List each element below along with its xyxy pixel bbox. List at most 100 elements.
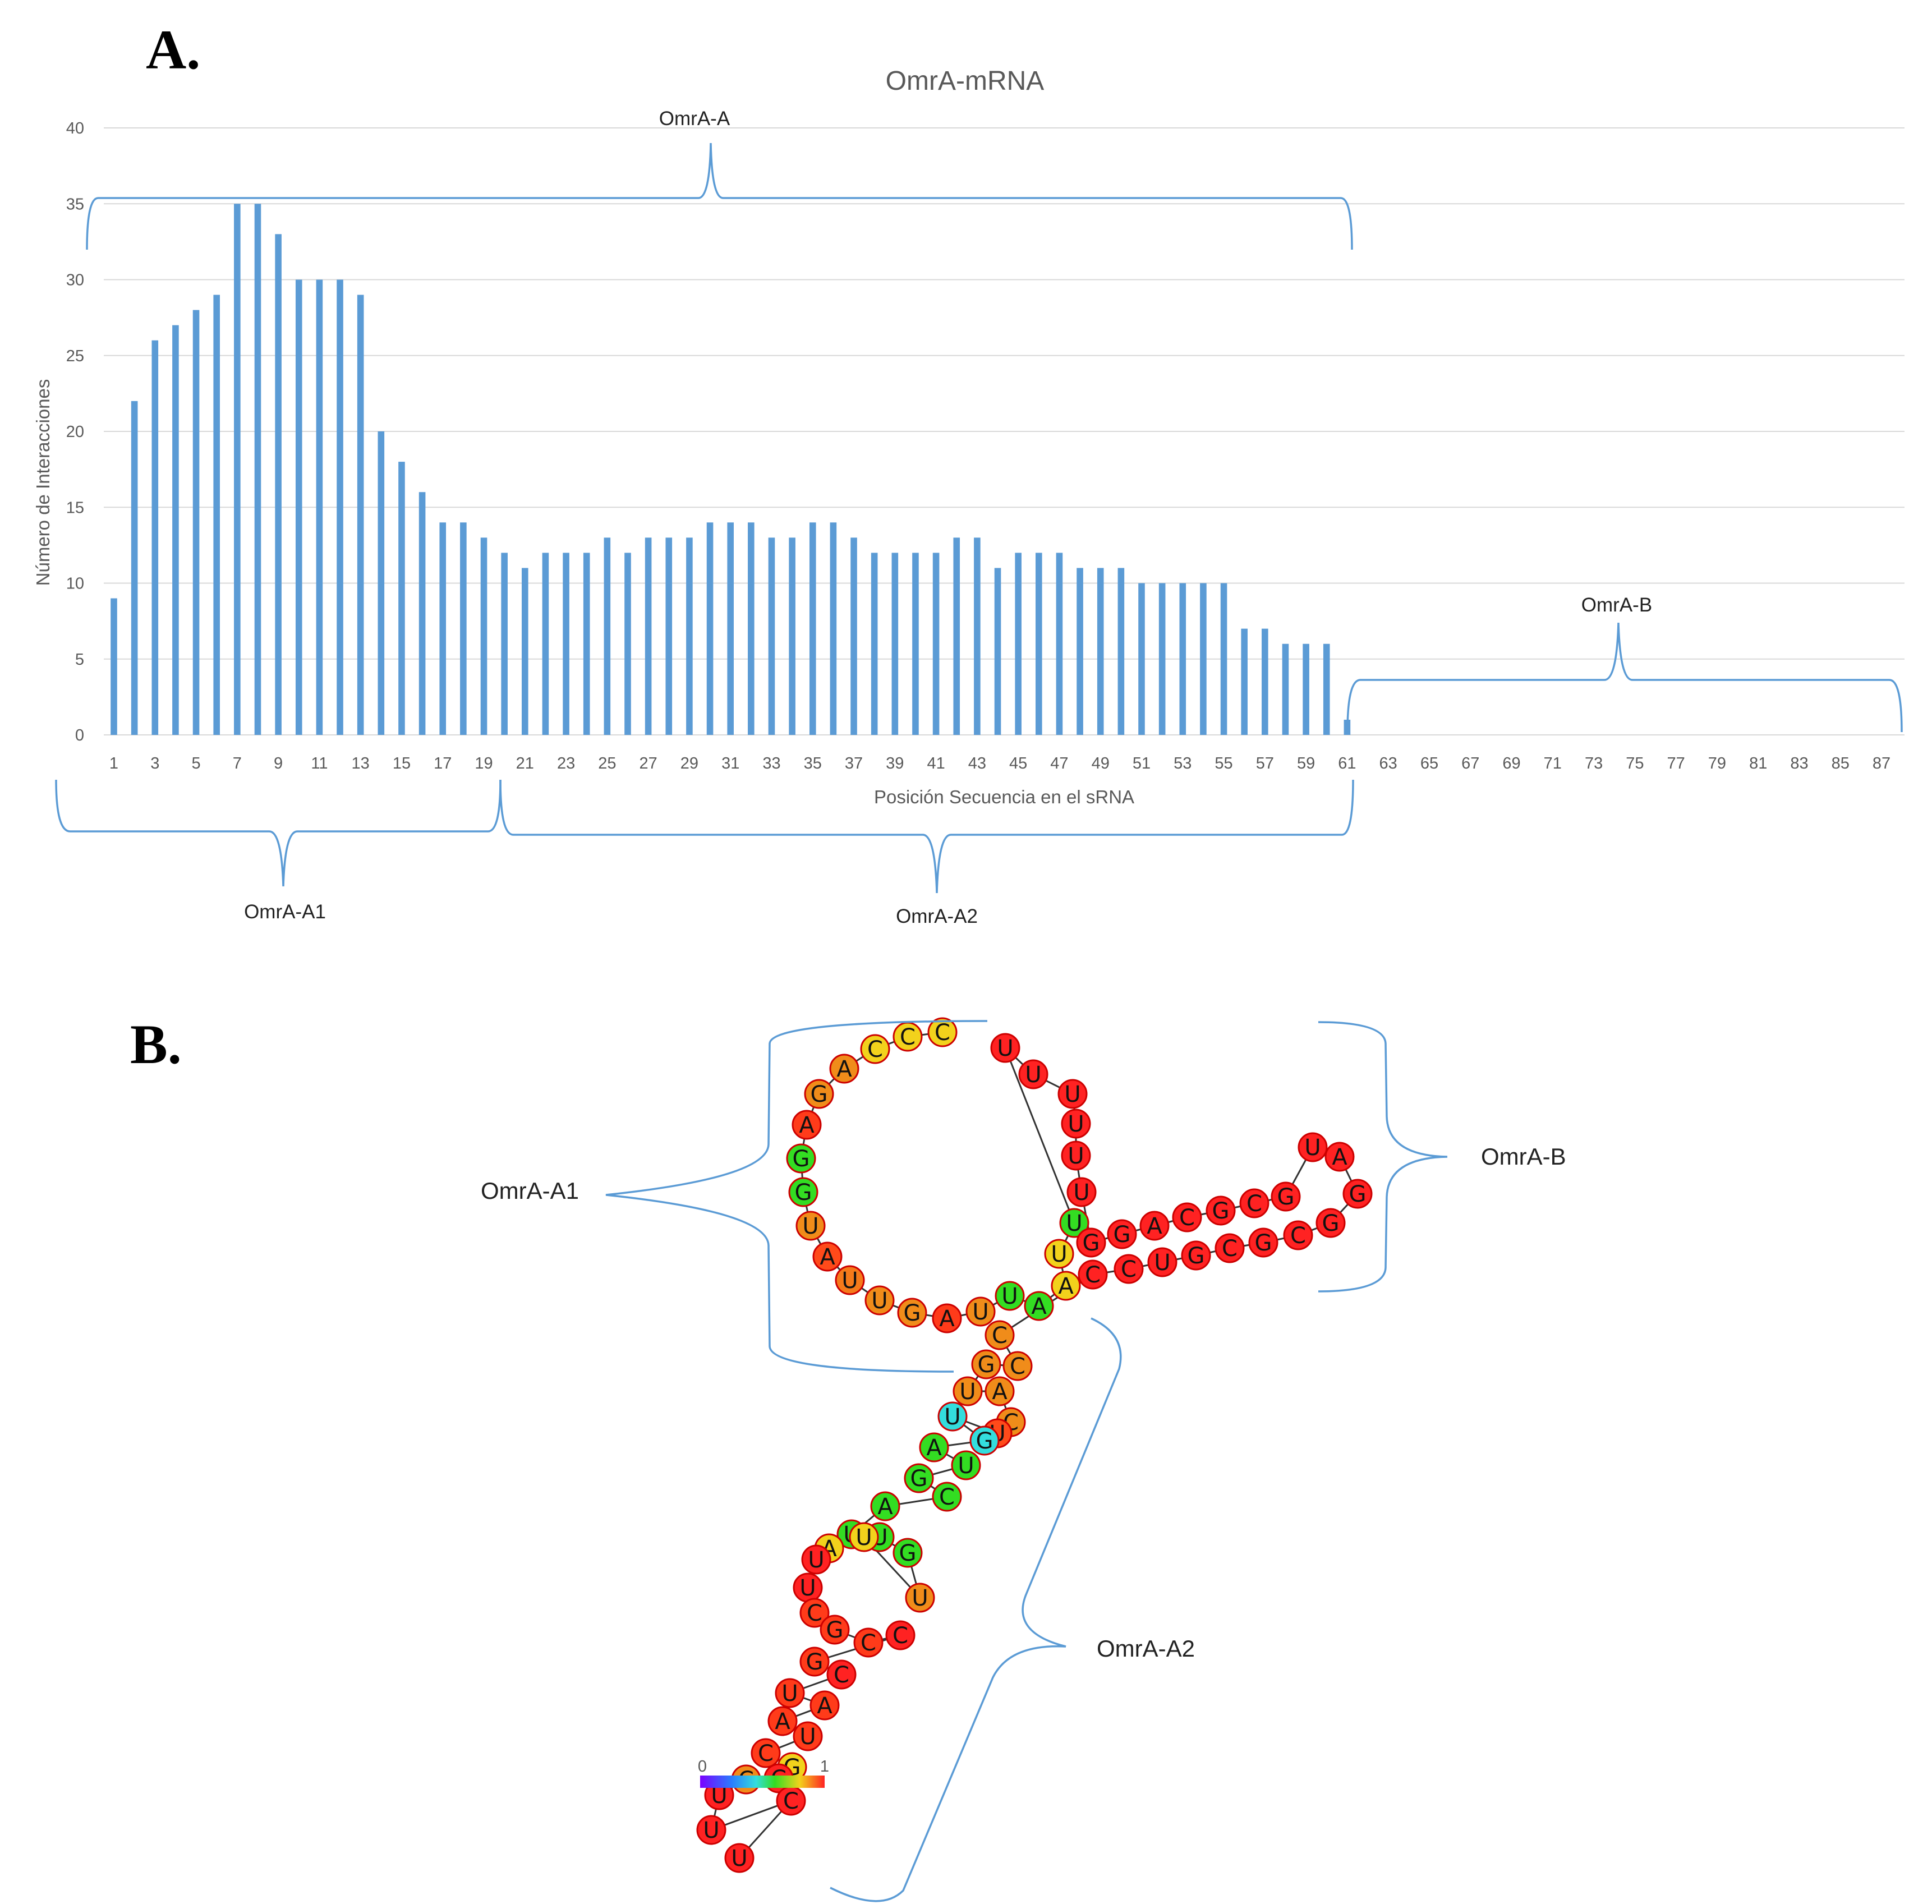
nucleotide: G: [893, 1538, 923, 1568]
nucleotide-letter: C: [1222, 1236, 1238, 1262]
nucleotide: C: [1078, 1259, 1108, 1290]
nucleotide-letter: C: [935, 1020, 950, 1046]
bar: [1200, 583, 1207, 735]
nucleotide-letter: A: [1031, 1294, 1047, 1319]
nucleotide: C: [985, 1320, 1015, 1350]
bar: [994, 568, 1001, 735]
bar: [1015, 553, 1022, 735]
nucleotide-letter: U: [855, 1525, 872, 1551]
bar: [1056, 553, 1063, 735]
nucleotide-letter: U: [799, 1724, 816, 1750]
colorbar-min-label: 0: [698, 1758, 707, 1776]
x-tick-label: 17: [434, 755, 452, 772]
nucleotide: C: [1114, 1254, 1144, 1284]
nucleotide-circle: [1172, 1202, 1202, 1232]
bar: [439, 522, 447, 735]
x-tick-label: 25: [598, 755, 616, 772]
nucleotide-circle: [826, 1659, 857, 1690]
nucleotide: C: [776, 1786, 806, 1816]
nucleotide-letter: U: [958, 1453, 974, 1479]
x-tick-label: 35: [804, 755, 822, 772]
bar: [234, 204, 241, 735]
label-omra-a1: OmrA-A1: [244, 901, 326, 923]
nucleotide-circle: [1078, 1259, 1108, 1290]
nucleotide-letter: U: [731, 1846, 747, 1871]
nucleotide: G: [1206, 1195, 1236, 1226]
bar: [871, 553, 878, 735]
bar: [604, 537, 611, 735]
bar: [378, 431, 385, 735]
x-tick-label: 65: [1420, 755, 1438, 772]
nucleotide-letter: G: [1083, 1230, 1100, 1256]
nucleotide: G: [1107, 1219, 1137, 1249]
bar: [768, 537, 775, 735]
nucleotide-letter: U: [1154, 1250, 1170, 1276]
nucleotide: U: [849, 1522, 879, 1552]
bar: [111, 598, 117, 735]
nucleotide: U: [937, 1401, 968, 1432]
bar: [522, 568, 528, 735]
nucleotide-circle: [1024, 1291, 1054, 1321]
nucleotide-circle: [853, 1627, 884, 1658]
brace-omra-b: [1346, 622, 1903, 733]
x-tick-label: 7: [233, 755, 242, 772]
x-tick-label: 53: [1174, 755, 1192, 772]
nucleotide-letter: C: [1121, 1257, 1137, 1282]
x-tick-label: 75: [1626, 755, 1644, 772]
nucleotide-letter: U: [1001, 1284, 1018, 1309]
nucleotide-letter: A: [939, 1306, 955, 1332]
nucleotide-circle: [1324, 1142, 1355, 1172]
y-tick-label: 30: [66, 272, 84, 289]
bar: [686, 537, 693, 735]
nucleotide-letter: C: [1085, 1262, 1101, 1288]
x-tick-label: 85: [1832, 755, 1850, 772]
bar: [912, 553, 919, 735]
y-tick-label: 15: [66, 499, 84, 517]
nucleotide-circle: [953, 1376, 983, 1406]
x-tick-label: 71: [1544, 755, 1562, 772]
nucleotide-letter: C: [807, 1601, 822, 1626]
bar: [953, 537, 960, 735]
bar: [418, 492, 426, 735]
nucleotide: A: [809, 1690, 840, 1721]
nucleotide-circle: [767, 1706, 798, 1736]
bar: [460, 522, 467, 735]
nucleotide-circle: [1248, 1227, 1278, 1258]
nucleotide-circle: [969, 1425, 1000, 1456]
x-tick-label: 19: [475, 755, 493, 772]
nucleotide: U: [995, 1281, 1025, 1311]
bar: [1241, 628, 1248, 735]
nucleotide-letter: G: [826, 1617, 844, 1643]
nucleotide-letter: G: [910, 1466, 928, 1492]
nucleotide: C: [1283, 1220, 1313, 1250]
nucleotide-letter: U: [912, 1585, 928, 1611]
nucleotide-circle: [951, 1450, 981, 1480]
nucleotide: A: [870, 1491, 900, 1521]
nucleotide-letter: C: [900, 1024, 916, 1050]
nucleotide-letter: G: [1349, 1181, 1367, 1207]
x-tick-label: 43: [968, 755, 986, 772]
bar: [665, 537, 673, 735]
nucleotide-letter: C: [939, 1484, 955, 1510]
nucleotide-circle: [820, 1615, 850, 1645]
nucleotide: U: [1061, 1109, 1091, 1139]
nucleotide-circle: [1002, 1351, 1033, 1381]
nucleotide: C: [1002, 1351, 1033, 1381]
nucleotide-letter: U: [944, 1404, 960, 1430]
nucleotide-letter: G: [904, 1300, 921, 1326]
nucleotide-letter: C: [992, 1323, 1008, 1349]
brace-omra-a2: [499, 779, 1354, 894]
nucleotide: G: [1076, 1227, 1106, 1258]
nucleotide-letter: C: [758, 1741, 774, 1767]
nucleotide: A: [1051, 1271, 1081, 1301]
nucleotide-circle: [1139, 1211, 1170, 1241]
nucleotide-letter: G: [976, 1428, 993, 1454]
bar: [1323, 643, 1330, 735]
nucleotide-letter: U: [1068, 1143, 1084, 1169]
nucleotide: U: [965, 1296, 996, 1327]
bar: [357, 295, 364, 735]
structure-label-omra-b: OmrA-B: [1481, 1143, 1566, 1170]
nucleotide-circle: [995, 1281, 1025, 1311]
brace-omra-b-structure: [1318, 1021, 1448, 1293]
